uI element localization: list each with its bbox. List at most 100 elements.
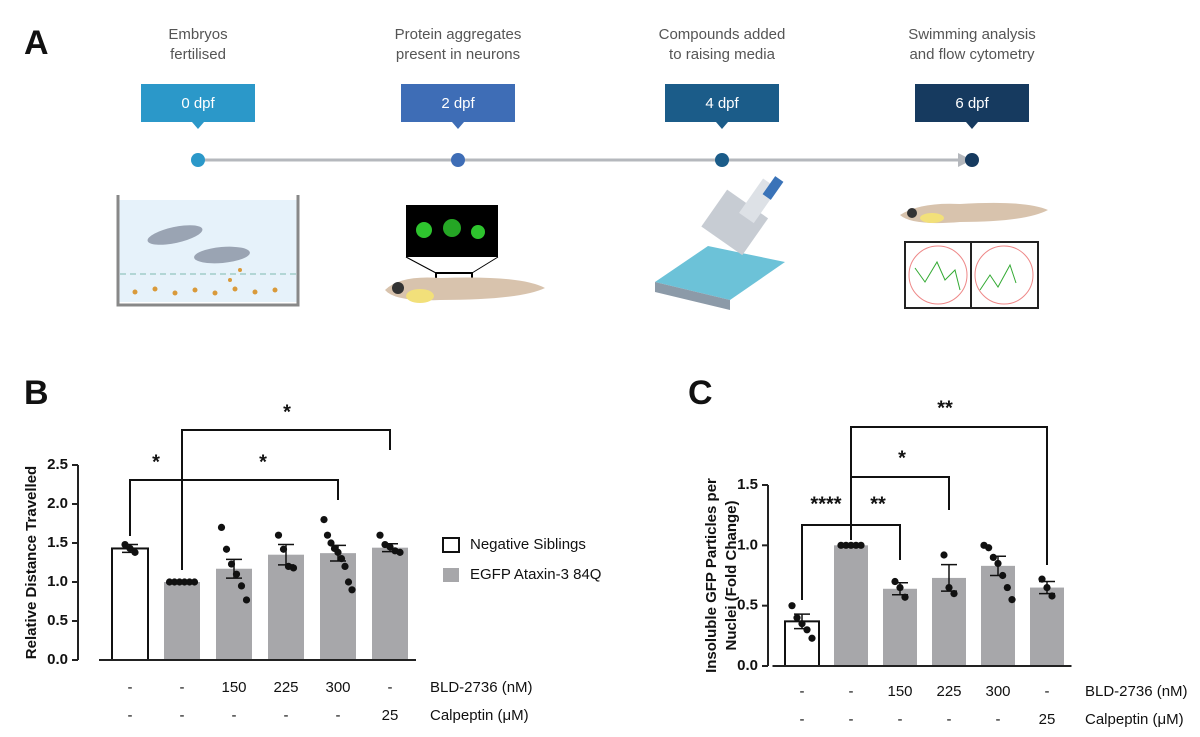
panel-label: A bbox=[24, 24, 49, 62]
row-value: 25 bbox=[1039, 711, 1056, 728]
row-value: 225 bbox=[936, 683, 961, 700]
step-caption: Swimming analysis bbox=[908, 26, 1036, 43]
bar bbox=[268, 554, 304, 660]
y-tick-label: 0.0 bbox=[47, 651, 68, 668]
larva-illustration bbox=[385, 205, 545, 303]
data-point bbox=[896, 583, 904, 592]
data-point bbox=[1048, 592, 1056, 600]
data-point bbox=[901, 593, 909, 601]
y-tick-label: 0.5 bbox=[737, 597, 758, 614]
step-label: 0 dpf bbox=[181, 95, 215, 112]
panel-label: C bbox=[688, 374, 713, 412]
step-caption: Compounds added bbox=[659, 26, 786, 43]
y-tick-label: 1.0 bbox=[737, 536, 758, 553]
row-value: - bbox=[800, 711, 805, 728]
y-tick-label: 2.5 bbox=[47, 456, 68, 473]
data-point bbox=[808, 634, 816, 642]
legend-label: Negative Siblings bbox=[470, 536, 586, 553]
data-point bbox=[985, 544, 993, 552]
legend-swatch bbox=[443, 568, 459, 582]
data-point bbox=[994, 559, 1002, 568]
data-point bbox=[180, 578, 189, 586]
data-point bbox=[842, 541, 850, 549]
data-point bbox=[323, 531, 332, 539]
data-point bbox=[121, 540, 129, 549]
row-value: 300 bbox=[985, 683, 1010, 700]
bar bbox=[111, 547, 149, 662]
legend-swatch bbox=[442, 537, 460, 553]
y-tick-label: 0.5 bbox=[47, 612, 68, 629]
row-value: - bbox=[388, 679, 393, 696]
swim-illustration bbox=[900, 202, 1048, 309]
step-caption: Protein aggregates bbox=[395, 26, 522, 43]
data-point bbox=[803, 626, 811, 634]
data-point bbox=[165, 578, 174, 586]
row-value: 150 bbox=[221, 679, 246, 696]
significance-bracket bbox=[181, 429, 391, 480]
row-value: - bbox=[800, 683, 805, 700]
bar bbox=[372, 547, 408, 660]
timeline-dot bbox=[191, 153, 205, 167]
data-point bbox=[217, 523, 226, 532]
significance-bracket bbox=[181, 479, 339, 570]
row-value: - bbox=[947, 711, 952, 728]
row-value: - bbox=[128, 679, 133, 696]
step-caption: and flow cytometry bbox=[909, 46, 1035, 63]
significance-label: * bbox=[152, 451, 160, 473]
significance-bracket bbox=[850, 476, 950, 525]
data-point bbox=[344, 578, 353, 586]
data-point bbox=[337, 555, 346, 563]
data-point bbox=[376, 531, 384, 539]
bar bbox=[216, 568, 252, 660]
data-point bbox=[227, 560, 236, 568]
data-point bbox=[126, 544, 134, 553]
row-value: 225 bbox=[273, 679, 298, 696]
row-value: - bbox=[128, 707, 133, 724]
row-value: 25 bbox=[382, 707, 399, 724]
timeline-dot bbox=[715, 153, 729, 167]
step-label: 2 dpf bbox=[441, 95, 475, 112]
bar bbox=[1030, 587, 1064, 666]
data-point bbox=[289, 564, 298, 572]
data-point bbox=[1038, 575, 1046, 583]
significance-label: * bbox=[283, 401, 291, 423]
timeline-dot bbox=[451, 153, 465, 167]
data-point bbox=[237, 582, 246, 590]
row-value: 300 bbox=[325, 679, 350, 696]
significance-label: ** bbox=[870, 493, 886, 515]
data-point bbox=[175, 578, 184, 586]
data-point bbox=[989, 553, 997, 562]
data-point bbox=[341, 562, 349, 571]
row-label: BLD-2736 (nM) bbox=[1085, 683, 1188, 700]
data-point bbox=[852, 541, 860, 549]
data-point bbox=[798, 620, 806, 628]
data-point bbox=[190, 578, 199, 586]
row-label: BLD-2736 (nM) bbox=[430, 679, 533, 696]
significance-label: **** bbox=[810, 493, 841, 515]
bar bbox=[883, 588, 917, 666]
y-axis-label: Relative Distance Travelled bbox=[23, 466, 40, 659]
data-point bbox=[793, 614, 801, 622]
significance-label: * bbox=[259, 451, 267, 473]
y-axis-label: Insoluble GFP Particles per bbox=[703, 478, 720, 673]
data-point bbox=[131, 548, 139, 556]
step-caption: to raising media bbox=[669, 46, 776, 63]
significance-bracket bbox=[850, 524, 901, 560]
significance-label: ** bbox=[937, 397, 953, 419]
data-point bbox=[185, 578, 194, 586]
data-point bbox=[170, 578, 179, 586]
bar bbox=[320, 553, 356, 660]
bar bbox=[834, 545, 868, 666]
y-tick-label: 2.0 bbox=[47, 495, 68, 512]
y-tick-label: 1.5 bbox=[737, 476, 758, 493]
panel-label: B bbox=[24, 374, 49, 412]
row-value: - bbox=[996, 711, 1001, 728]
bar bbox=[932, 577, 966, 666]
row-value: - bbox=[1045, 683, 1050, 700]
data-point bbox=[396, 548, 404, 556]
row-value: - bbox=[849, 683, 854, 700]
data-point bbox=[999, 571, 1007, 580]
row-label: Calpeptin (μM) bbox=[430, 707, 529, 724]
data-point bbox=[788, 602, 796, 610]
data-point bbox=[837, 541, 845, 549]
